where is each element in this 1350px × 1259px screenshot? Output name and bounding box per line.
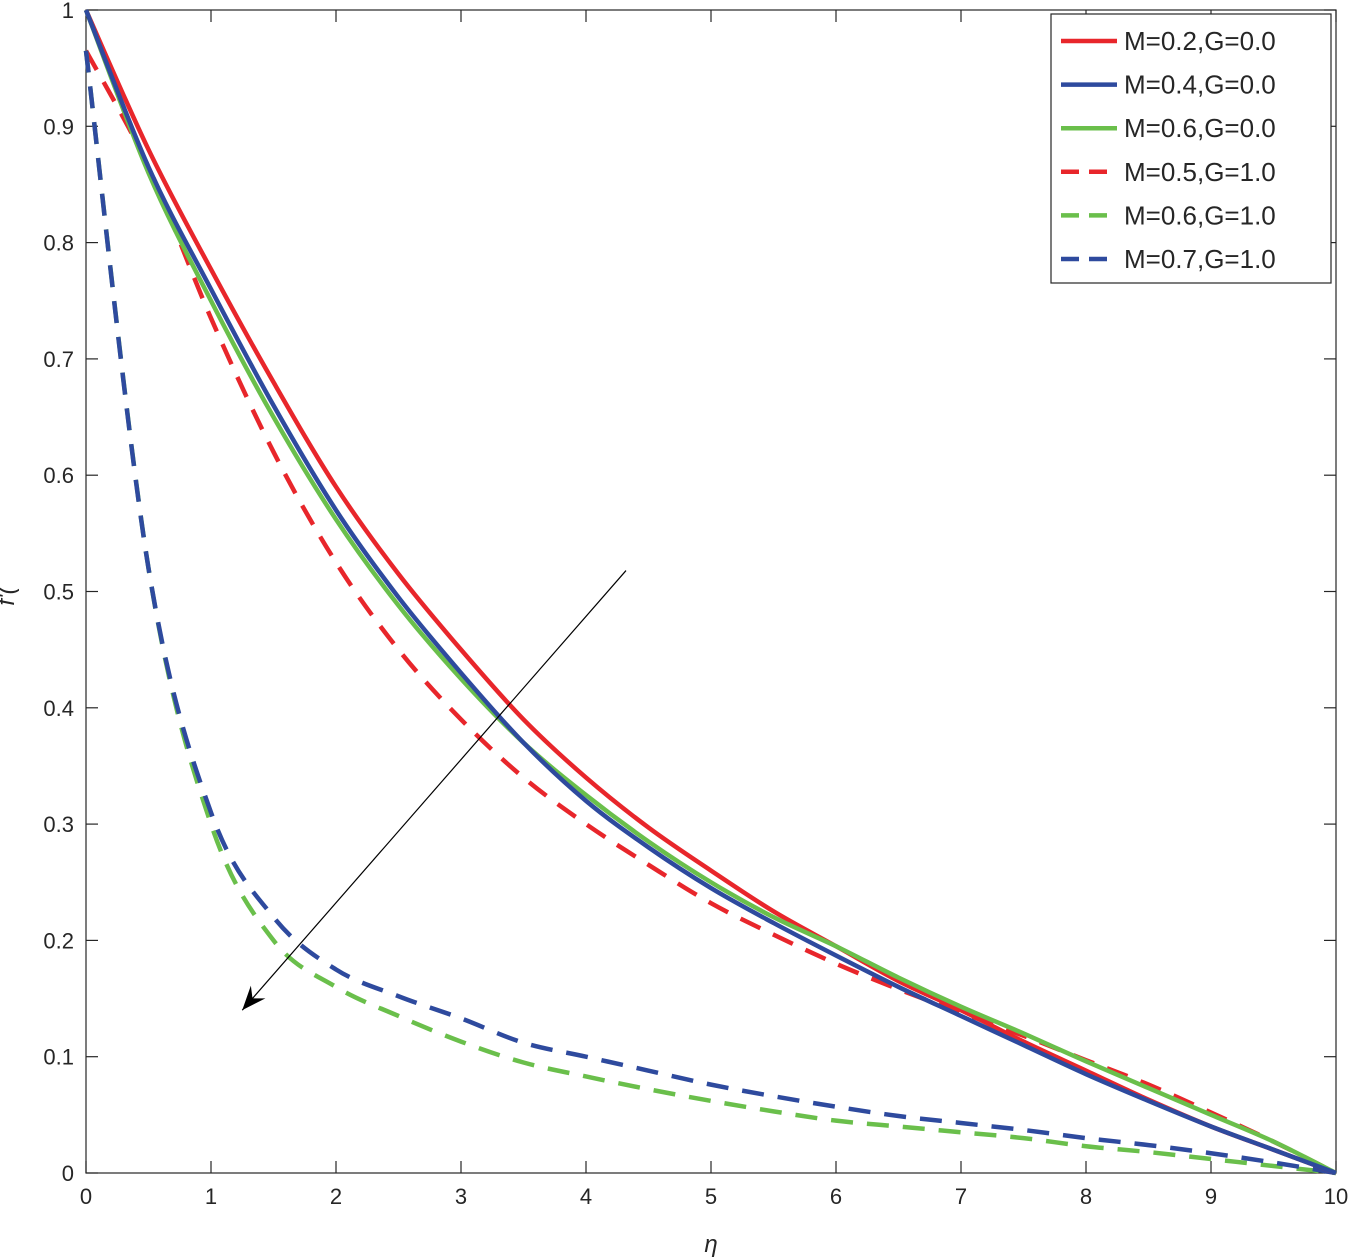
x-tick-label: 1 <box>205 1184 217 1209</box>
legend-label-3: M=0.6,G=0.0 <box>1124 113 1276 143</box>
y-tick-label: 0.9 <box>43 114 74 139</box>
series-line-1 <box>83 9 1337 1176</box>
series-layer <box>83 9 1338 1176</box>
y-tick-label: 0.1 <box>43 1045 74 1070</box>
x-tick-label: 2 <box>330 1184 342 1209</box>
x-tick-label: 0 <box>80 1184 92 1209</box>
series-line-6 <box>83 50 1337 1176</box>
annotation-layer <box>241 570 627 1011</box>
y-tick-label: 0.6 <box>43 463 74 488</box>
trend-arrow-shaft <box>241 570 627 1011</box>
series-line-5 <box>83 50 1337 1176</box>
y-tick-label: 0.3 <box>43 812 74 837</box>
y-tick-label: 1 <box>62 0 74 23</box>
legend-label-2: M=0.4,G=0.0 <box>1124 70 1276 100</box>
y-tick-label: 0.8 <box>43 231 74 256</box>
trend-arrow-head <box>242 985 266 1011</box>
x-tick-label: 7 <box>955 1184 967 1209</box>
legend-label-5: M=0.6,G=1.0 <box>1124 200 1276 230</box>
x-tick-label: 10 <box>1324 1184 1348 1209</box>
y-tick-label: 0 <box>62 1161 74 1186</box>
y-tick-label: 0.7 <box>43 347 74 372</box>
legend-label-6: M=0.7,G=1.0 <box>1124 244 1276 274</box>
legend-label-4: M=0.5,G=1.0 <box>1124 157 1276 187</box>
legend-label-1: M=0.2,G=0.0 <box>1124 26 1276 56</box>
series-line-2 <box>83 9 1337 1176</box>
x-tick-label: 6 <box>830 1184 842 1209</box>
legend-box <box>1050 13 1332 284</box>
x-tick-label: 9 <box>1205 1184 1217 1209</box>
x-tick-label: 4 <box>580 1184 592 1209</box>
tick-labels: 0 1 2 3 4 5 6 7 8 9 10 0 0.1 0.2 0.3 0.4 0.5 0.6 0.7 0.8 0.9… <box>43 0 1348 1209</box>
y-tick-label: 0.5 <box>43 580 74 605</box>
y-tick-label: 0.4 <box>43 696 74 721</box>
x-axis-label: η <box>704 1231 717 1258</box>
y-axis-label: f'( <box>0 583 20 605</box>
series-line-3 <box>83 9 1338 1176</box>
x-tick-label: 3 <box>455 1184 467 1209</box>
x-tick-label: 8 <box>1080 1184 1092 1209</box>
legend: M=0.2,G=0.0 M=0.4,G=0.0 M=0.6,G=0.0 M=0.5,G… <box>1050 13 1332 284</box>
y-tick-label: 0.2 <box>43 928 74 953</box>
x-tick-label: 5 <box>705 1184 717 1209</box>
